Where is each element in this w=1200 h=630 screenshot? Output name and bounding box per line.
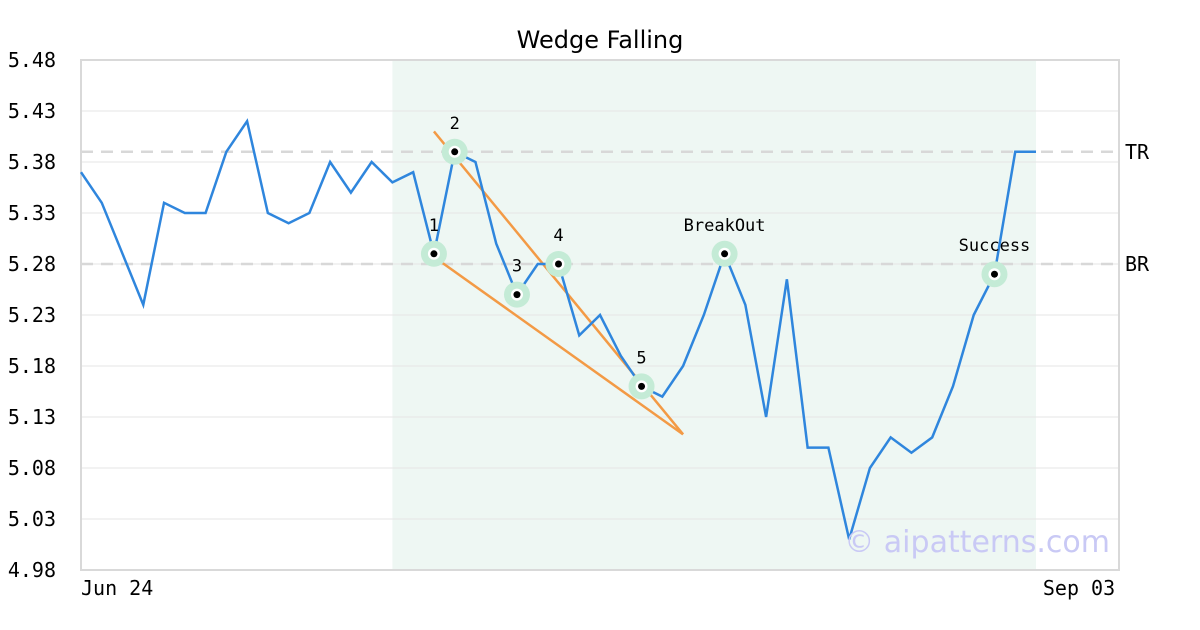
y-tick-label: 5.33 (8, 201, 56, 225)
point-marker-breakout (721, 250, 729, 258)
y-tick-label: 5.48 (8, 48, 56, 72)
level-label-br: BR (1125, 252, 1150, 276)
point-marker-success (990, 270, 998, 278)
x-tick-label: Jun 24 (81, 576, 153, 600)
point-marker-2 (451, 148, 459, 156)
y-tick-label: 5.38 (8, 150, 56, 174)
point-marker-3 (513, 291, 521, 299)
point-label-5: 5 (636, 348, 646, 368)
watermark: © aipatterns.com (844, 525, 1110, 560)
y-tick-label: 5.13 (8, 405, 56, 429)
point-label-4: 4 (553, 226, 563, 246)
point-label-1: 1 (429, 216, 439, 236)
level-label-tr: TR (1125, 140, 1150, 164)
point-label-breakout: BreakOut (684, 216, 766, 236)
plot-frame (80, 59, 1120, 571)
y-tick-label: 5.43 (8, 99, 56, 123)
point-label-2: 2 (450, 114, 460, 134)
y-tick-label: 5.18 (8, 354, 56, 378)
y-tick-label: 5.08 (8, 456, 56, 480)
point-marker-4 (555, 260, 562, 268)
y-tick-label: 5.28 (8, 252, 56, 276)
y-tick-label: 4.98 (8, 558, 56, 582)
point-label-3: 3 (512, 257, 522, 277)
x-tick-label: Sep 03 (1043, 576, 1115, 600)
y-tick-label: 5.03 (8, 507, 56, 531)
point-label-success: Success (959, 236, 1031, 256)
point-marker-5 (638, 382, 646, 390)
wedge-trendline-lower (433, 255, 684, 436)
chart-title: Wedge Falling (517, 26, 684, 54)
point-marker-1 (430, 250, 438, 258)
y-tick-label: 5.23 (8, 303, 56, 327)
